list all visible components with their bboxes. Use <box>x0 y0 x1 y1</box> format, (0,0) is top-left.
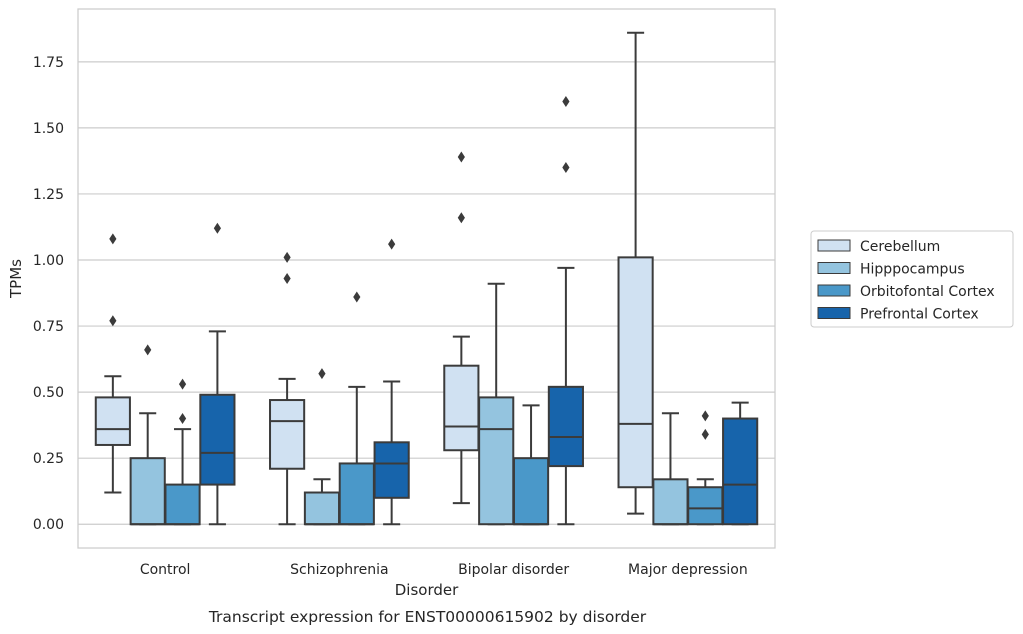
x-tick-label: Schizophrenia <box>290 562 388 578</box>
chart-caption: Transcript expression for ENST0000061590… <box>208 608 647 626</box>
outlier-marker <box>562 162 570 174</box>
box <box>478 396 515 526</box>
y-tick-label: 0.00 <box>33 517 64 533</box>
box-0-0 <box>94 233 131 494</box>
box-1-1 <box>303 368 341 526</box>
y-tick-label: 1.00 <box>33 253 64 269</box>
x-tick-label: Major depression <box>628 562 748 578</box>
box <box>652 478 689 526</box>
grid-lines <box>78 61 775 525</box>
box-0-3 <box>199 222 236 526</box>
outlier-marker <box>178 413 187 425</box>
box <box>617 256 654 489</box>
box-3-0 <box>617 31 654 515</box>
legend-label: Orbitofontal Cortex <box>860 284 995 300</box>
box <box>443 364 480 452</box>
box <box>722 417 759 526</box>
box <box>373 441 410 499</box>
legend-swatch <box>817 239 851 252</box>
box <box>164 483 201 526</box>
x-tick-label: Control <box>140 562 191 578</box>
box <box>547 385 584 468</box>
box <box>303 491 341 526</box>
legend-swatch <box>817 262 851 274</box>
box <box>199 393 236 486</box>
outlier-marker <box>388 238 396 250</box>
box-3-1 <box>652 412 689 526</box>
legend-label: Hipppocampus <box>860 262 965 278</box>
box-0-2 <box>164 378 201 526</box>
box-1-3 <box>373 238 410 526</box>
legend-frame <box>810 230 1014 328</box>
box-2-3 <box>547 95 584 526</box>
x-tick-label: Bipolar disorder <box>458 562 569 578</box>
box-3-2 <box>687 410 724 526</box>
x-axis-label: Disorder <box>395 581 459 599</box>
outlier-marker <box>213 222 221 234</box>
y-tick-label: 0.25 <box>33 451 64 467</box>
y-tick-label: 0.75 <box>33 319 64 335</box>
box <box>129 457 166 526</box>
outlier-marker <box>144 344 152 356</box>
outlier-marker <box>562 95 570 107</box>
box <box>338 462 375 526</box>
x-tick-labels: Control Schizophrenia Bipolar disorder Majo… <box>140 562 748 578</box>
outlier-marker <box>109 315 117 327</box>
legend-label: Prefrontal Cortex <box>860 307 979 323</box>
y-tick-labels: 0.00 0.25 0.50 0.75 1.00 1.25 1.50 1.75 <box>33 55 64 533</box>
outlier-marker <box>457 212 465 224</box>
outlier-marker <box>353 291 361 303</box>
outlier-marker <box>178 378 187 390</box>
plot-frame <box>77 8 776 549</box>
legend-swatch <box>817 307 851 319</box>
legend: Cerebellum Hipppocampus Orbitofontal Corte… <box>810 230 1014 328</box>
y-tick-label: 1.75 <box>33 55 64 71</box>
box <box>512 457 550 526</box>
outlier-marker <box>701 428 709 440</box>
outlier-marker <box>283 251 291 263</box>
legend-swatch <box>817 284 851 297</box>
outlier-marker <box>109 233 117 245</box>
box-2-1 <box>478 282 515 526</box>
y-tick-label: 1.50 <box>33 121 64 137</box>
outlier-marker <box>318 368 326 380</box>
box <box>269 399 306 470</box>
box <box>94 396 131 446</box>
box-0-1 <box>129 344 166 526</box>
box-1-0 <box>269 251 306 526</box>
box-3-3 <box>722 401 759 526</box>
y-axis-label: TPMs <box>7 259 25 299</box>
box <box>687 486 724 526</box>
outlier-marker <box>457 151 465 163</box>
box-2-0 <box>443 151 480 505</box>
legend-label: Cerebellum <box>860 239 940 255</box>
outlier-marker <box>283 273 291 284</box>
outlier-marker <box>701 410 709 422</box>
box-groups <box>94 31 759 526</box>
y-tick-label: 1.25 <box>33 187 64 203</box>
box-2-2 <box>512 404 550 526</box>
y-tick-label: 0.50 <box>33 385 64 401</box>
